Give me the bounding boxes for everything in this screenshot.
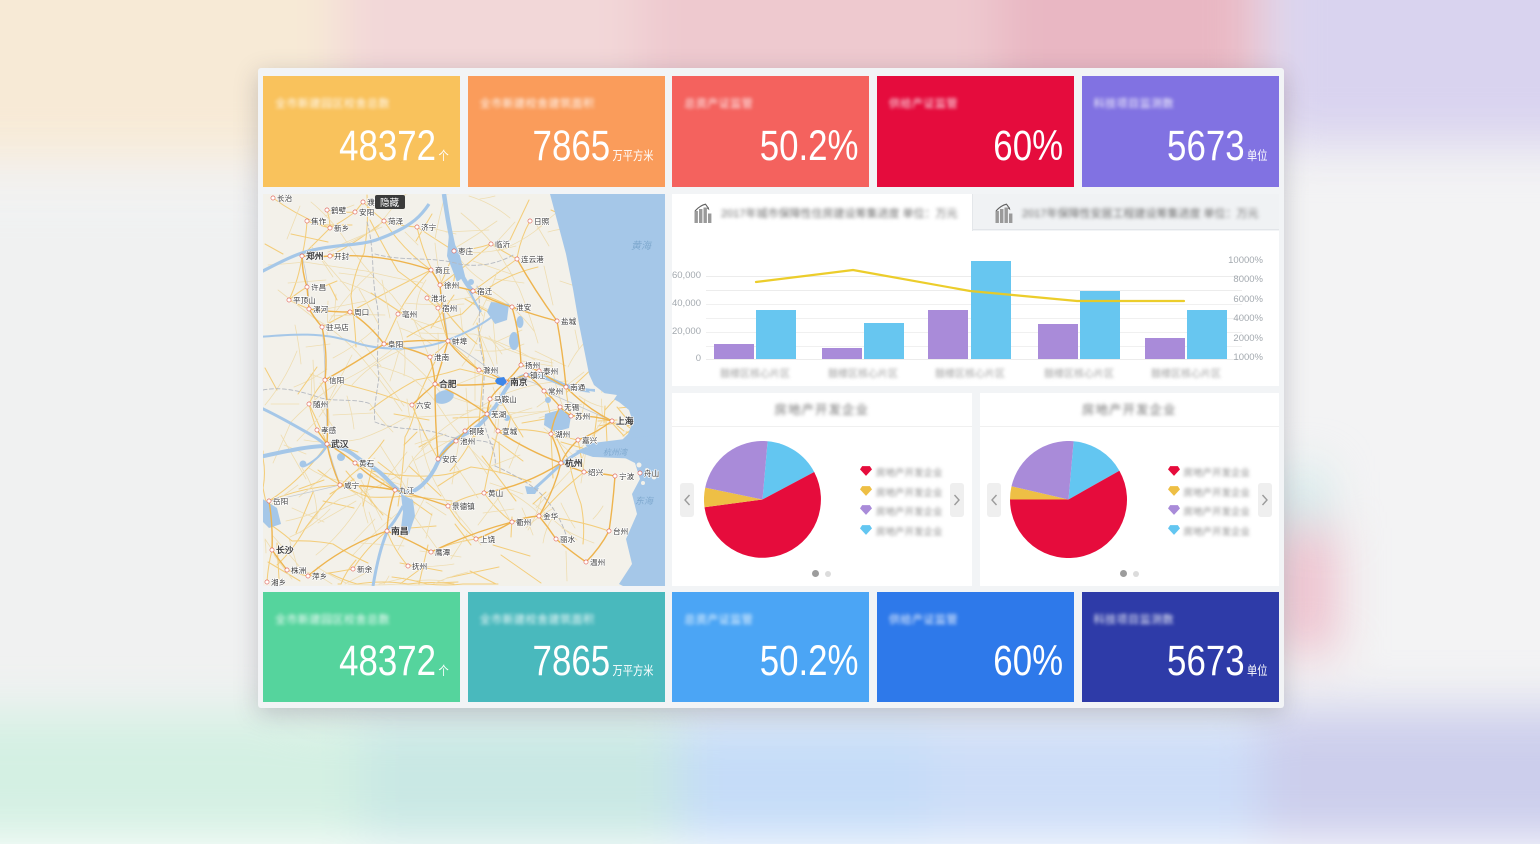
svg-text:无锡: 无锡 bbox=[564, 403, 580, 412]
svg-text:萍乡: 萍乡 bbox=[312, 571, 327, 581]
svg-text:南通: 南通 bbox=[570, 382, 586, 392]
svg-text:武汉: 武汉 bbox=[331, 438, 349, 449]
svg-text:日照: 日照 bbox=[534, 217, 550, 226]
svg-text:许昌: 许昌 bbox=[311, 282, 326, 292]
svg-text:鹰潭: 鹰潭 bbox=[435, 547, 451, 557]
svg-text:蚌埠: 蚌埠 bbox=[452, 336, 468, 346]
svg-text:淮南: 淮南 bbox=[434, 352, 450, 362]
svg-text:随州: 随州 bbox=[313, 399, 328, 409]
svg-text:滁州: 滁州 bbox=[483, 365, 498, 375]
svg-text:淮安: 淮安 bbox=[516, 302, 532, 312]
svg-text:盐城: 盐城 bbox=[561, 316, 577, 326]
svg-text:抚州: 抚州 bbox=[412, 561, 427, 571]
svg-text:南昌: 南昌 bbox=[391, 525, 409, 536]
svg-text:岳阳: 岳阳 bbox=[273, 496, 288, 506]
svg-text:宣城: 宣城 bbox=[502, 426, 518, 436]
svg-text:阜阳: 阜阳 bbox=[388, 339, 403, 349]
svg-text:孝感: 孝感 bbox=[321, 425, 337, 435]
svg-text:连云港: 连云港 bbox=[521, 254, 544, 264]
svg-text:新余: 新余 bbox=[357, 564, 373, 574]
svg-text:常州: 常州 bbox=[548, 387, 563, 396]
svg-text:安庆: 安庆 bbox=[442, 454, 458, 464]
svg-text:南京: 南京 bbox=[510, 376, 528, 387]
svg-text:黄海: 黄海 bbox=[631, 240, 653, 252]
svg-text:新乡: 新乡 bbox=[334, 223, 349, 233]
svg-text:东海: 东海 bbox=[635, 496, 655, 506]
svg-text:淮北: 淮北 bbox=[431, 293, 447, 303]
svg-text:铜陵: 铜陵 bbox=[469, 426, 485, 436]
svg-text:池州: 池州 bbox=[460, 436, 475, 446]
svg-text:周口: 周口 bbox=[354, 308, 369, 317]
svg-text:临沂: 临沂 bbox=[495, 239, 511, 249]
svg-text:驻马店: 驻马店 bbox=[326, 322, 349, 332]
svg-text:湖州: 湖州 bbox=[555, 430, 570, 439]
svg-text:枣庄: 枣庄 bbox=[458, 246, 474, 256]
svg-text:九江: 九江 bbox=[399, 486, 415, 495]
svg-text:台州: 台州 bbox=[613, 526, 628, 536]
svg-text:嘉兴: 嘉兴 bbox=[582, 435, 598, 445]
svg-text:漯河: 漯河 bbox=[313, 304, 329, 314]
svg-text:徐州: 徐州 bbox=[444, 280, 459, 290]
svg-text:济宁: 济宁 bbox=[421, 222, 437, 232]
svg-text:隐藏: 隐藏 bbox=[380, 197, 400, 209]
svg-text:合肥: 合肥 bbox=[439, 378, 457, 389]
svg-text:扬州: 扬州 bbox=[525, 360, 540, 370]
svg-text:菏泽: 菏泽 bbox=[388, 216, 404, 226]
svg-text:温州: 温州 bbox=[590, 558, 605, 567]
svg-text:泰州: 泰州 bbox=[543, 366, 558, 376]
svg-text:鹤壁: 鹤壁 bbox=[331, 205, 347, 215]
svg-text:湘乡: 湘乡 bbox=[271, 578, 286, 586]
svg-text:焦作: 焦作 bbox=[311, 216, 327, 226]
svg-text:上饶: 上饶 bbox=[480, 534, 496, 544]
svg-text:宿迁: 宿迁 bbox=[477, 286, 493, 296]
svg-text:六安: 六安 bbox=[416, 400, 432, 410]
svg-text:长沙: 长沙 bbox=[276, 544, 294, 555]
svg-text:安阳: 安阳 bbox=[359, 207, 374, 217]
svg-text:宿州: 宿州 bbox=[442, 303, 457, 313]
svg-text:杭州湾: 杭州湾 bbox=[603, 448, 629, 457]
svg-text:杭州: 杭州 bbox=[565, 457, 583, 468]
svg-text:镇江: 镇江 bbox=[530, 370, 546, 380]
svg-text:黄石: 黄石 bbox=[359, 458, 375, 468]
svg-text:金华: 金华 bbox=[543, 511, 559, 521]
svg-text:咸宁: 咸宁 bbox=[344, 480, 360, 490]
svg-text:平顶山: 平顶山 bbox=[293, 295, 316, 305]
svg-text:马鞍山: 马鞍山 bbox=[494, 394, 517, 404]
svg-text:开封: 开封 bbox=[334, 251, 350, 261]
svg-text:株洲: 株洲 bbox=[291, 565, 306, 575]
svg-text:景德镇: 景德镇 bbox=[452, 501, 475, 511]
svg-text:长治: 长治 bbox=[277, 194, 293, 203]
svg-text:舟山: 舟山 bbox=[644, 468, 659, 478]
svg-text:黄山: 黄山 bbox=[488, 488, 503, 498]
svg-text:濮阳: 濮阳 bbox=[367, 197, 382, 207]
svg-text:亳州: 亳州 bbox=[402, 309, 417, 319]
svg-text:芜湖: 芜湖 bbox=[491, 409, 507, 419]
svg-text:商丘: 商丘 bbox=[435, 265, 451, 275]
svg-text:苏州: 苏州 bbox=[575, 411, 590, 421]
svg-text:绍兴: 绍兴 bbox=[588, 467, 604, 477]
svg-text:信阳: 信阳 bbox=[329, 375, 344, 385]
svg-text:丽水: 丽水 bbox=[560, 534, 576, 544]
svg-text:衢州: 衢州 bbox=[516, 517, 531, 527]
svg-text:上海: 上海 bbox=[616, 415, 634, 426]
svg-text:宁波: 宁波 bbox=[619, 471, 635, 481]
svg-text:郑州: 郑州 bbox=[306, 250, 324, 261]
